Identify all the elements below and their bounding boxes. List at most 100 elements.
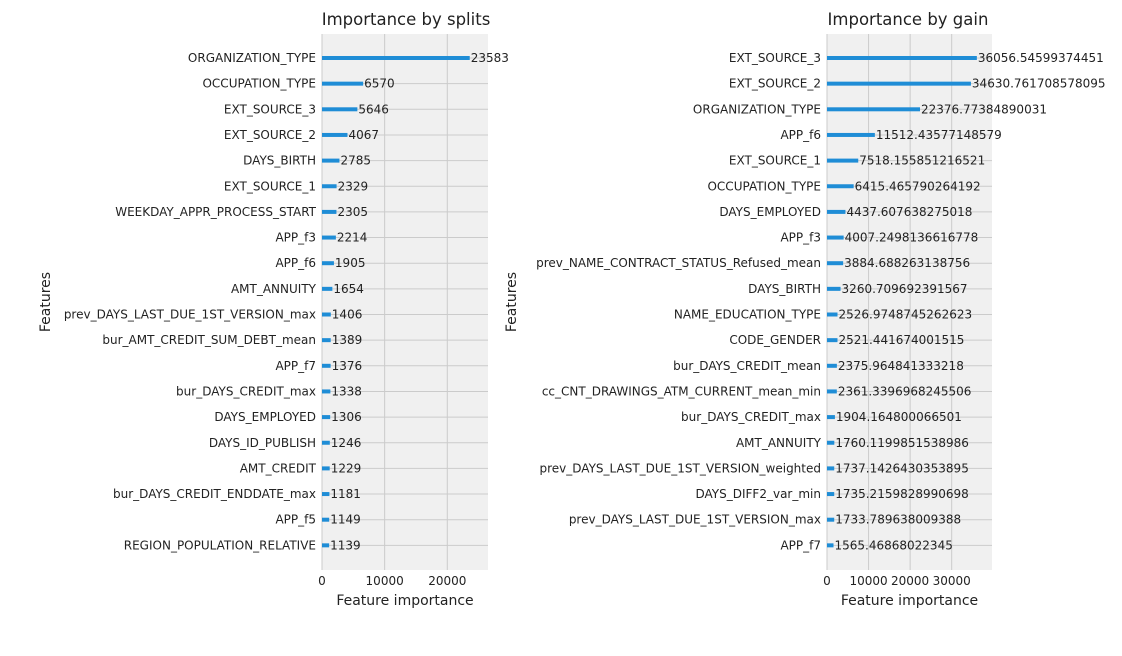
category-label: EXT_SOURCE_1 — [224, 179, 316, 193]
bar — [322, 56, 470, 60]
value-label: 4007.2498136616778 — [845, 231, 979, 245]
bar — [827, 107, 921, 112]
category-label: APP_f3 — [780, 231, 821, 245]
bar — [322, 338, 331, 343]
bar — [322, 517, 330, 522]
bar — [827, 466, 835, 471]
value-label: 2521.441674001515 — [838, 333, 964, 347]
category-label: prev_DAYS_LAST_DUE_1ST_VERSION_weighted — [540, 461, 822, 475]
bar — [827, 440, 835, 445]
category-label: NAME_EDUCATION_TYPE — [674, 308, 821, 322]
value-label: 1735.2159828990698 — [835, 487, 969, 501]
x-tick-label: 30000 — [933, 574, 971, 588]
category-label: EXT_SOURCE_2 — [224, 128, 316, 142]
category-label: APP_f6 — [275, 256, 316, 270]
value-label: 2305 — [337, 205, 368, 219]
bar — [322, 158, 340, 163]
x-axis-title: Feature importance — [336, 593, 473, 609]
category-label: bur_DAYS_CREDIT_ENDDATE_max — [113, 487, 316, 501]
bar — [322, 363, 331, 368]
bar — [322, 492, 330, 497]
category-label: bur_DAYS_CREDIT_max — [176, 384, 316, 398]
bar — [827, 209, 846, 214]
value-label: 1654 — [333, 282, 364, 296]
value-label: 2375.964841333218 — [838, 359, 964, 373]
value-label: 1406 — [332, 308, 363, 322]
bar — [827, 517, 835, 522]
category-label: EXT_SOURCE_3 — [729, 51, 821, 65]
category-label: OCCUPATION_TYPE — [707, 179, 821, 193]
chart-importance-by-splits: ORGANIZATION_TYPE 23583 OCCUPATION_TYPE 657… — [38, 10, 509, 609]
value-label: 36056.54599374451 — [978, 51, 1104, 65]
bar — [322, 184, 337, 189]
value-label: 4067 — [348, 128, 379, 142]
y-axis-title: Features — [38, 272, 54, 332]
bar — [827, 261, 844, 266]
category-label: bur_DAYS_CREDIT_max — [681, 410, 821, 424]
x-tick-label: 10000 — [366, 574, 404, 588]
bar — [827, 184, 854, 189]
x-tick-label: 20000 — [891, 574, 929, 588]
category-label: CODE_GENDER — [729, 333, 821, 347]
category-label: AMT_ANNUITY — [736, 436, 822, 450]
bar — [827, 363, 837, 368]
bar — [322, 132, 348, 137]
value-label: 1338 — [331, 384, 362, 398]
x-tick-label: 20000 — [428, 574, 466, 588]
chart-title: Importance by splits — [322, 10, 491, 29]
value-label: 3884.688263138756 — [844, 256, 970, 270]
bar — [322, 415, 331, 420]
value-label: 1246 — [331, 436, 362, 450]
value-label: 7518.155851216521 — [859, 154, 985, 168]
category-label: APP_f7 — [275, 359, 316, 373]
value-label: 11512.43577148579 — [876, 128, 1002, 142]
bar — [827, 158, 859, 163]
bar — [827, 415, 835, 420]
category-label: APP_f7 — [780, 538, 821, 552]
bar — [322, 466, 330, 471]
value-label: 1565.46868022345 — [835, 538, 953, 552]
value-label: 1737.1426430353895 — [835, 461, 969, 475]
value-label: 1149 — [330, 513, 361, 527]
x-axis-title: Feature importance — [841, 593, 978, 609]
value-label: 1306 — [331, 410, 362, 424]
category-label: AMT_CREDIT — [240, 461, 317, 475]
bar — [322, 209, 337, 214]
bar — [322, 235, 336, 240]
value-label: 1905 — [335, 256, 366, 270]
y-axis-title: Features — [504, 272, 520, 332]
value-label: 2526.9748745262623 — [839, 308, 973, 322]
category-label: DAYS_BIRTH — [243, 154, 316, 168]
category-label: WEEKDAY_APPR_PROCESS_START — [115, 205, 316, 219]
category-label: ORGANIZATION_TYPE — [188, 51, 316, 65]
bar — [827, 235, 844, 240]
category-label: AMT_ANNUITY — [231, 282, 317, 296]
value-label: 1139 — [330, 538, 361, 552]
value-label: 1376 — [332, 359, 363, 373]
category-label: APP_f5 — [275, 513, 316, 527]
category-label: OCCUPATION_TYPE — [202, 77, 316, 91]
bar — [827, 543, 834, 548]
value-label: 6570 — [364, 77, 395, 91]
category-label: bur_AMT_CREDIT_SUM_DEBT_mean — [102, 333, 316, 347]
value-label: 5646 — [358, 102, 389, 116]
category-label: prev_DAYS_LAST_DUE_1ST_VERSION_max — [569, 513, 821, 527]
category-label: EXT_SOURCE_2 — [729, 77, 821, 91]
value-label: 1181 — [330, 487, 361, 501]
category-label: DAYS_EMPLOYED — [214, 410, 316, 424]
bar — [322, 107, 358, 112]
category-label: APP_f6 — [780, 128, 821, 142]
category-label: REGION_POPULATION_RELATIVE — [124, 538, 316, 552]
value-label: 34630.761708578095 — [972, 77, 1106, 91]
bar — [827, 132, 875, 137]
value-label: 2785 — [340, 154, 371, 168]
category-label: APP_f3 — [275, 231, 316, 245]
bar — [827, 389, 837, 394]
category-label: cc_CNT_DRAWINGS_ATM_CURRENT_mean_min — [542, 384, 821, 398]
value-label: 2361.3396968245506 — [838, 384, 972, 398]
plot-area — [827, 34, 992, 570]
bar — [322, 543, 330, 548]
x-tick-label: 0 — [318, 574, 326, 588]
value-label: 1389 — [332, 333, 363, 347]
category-label: DAYS_EMPLOYED — [719, 205, 821, 219]
